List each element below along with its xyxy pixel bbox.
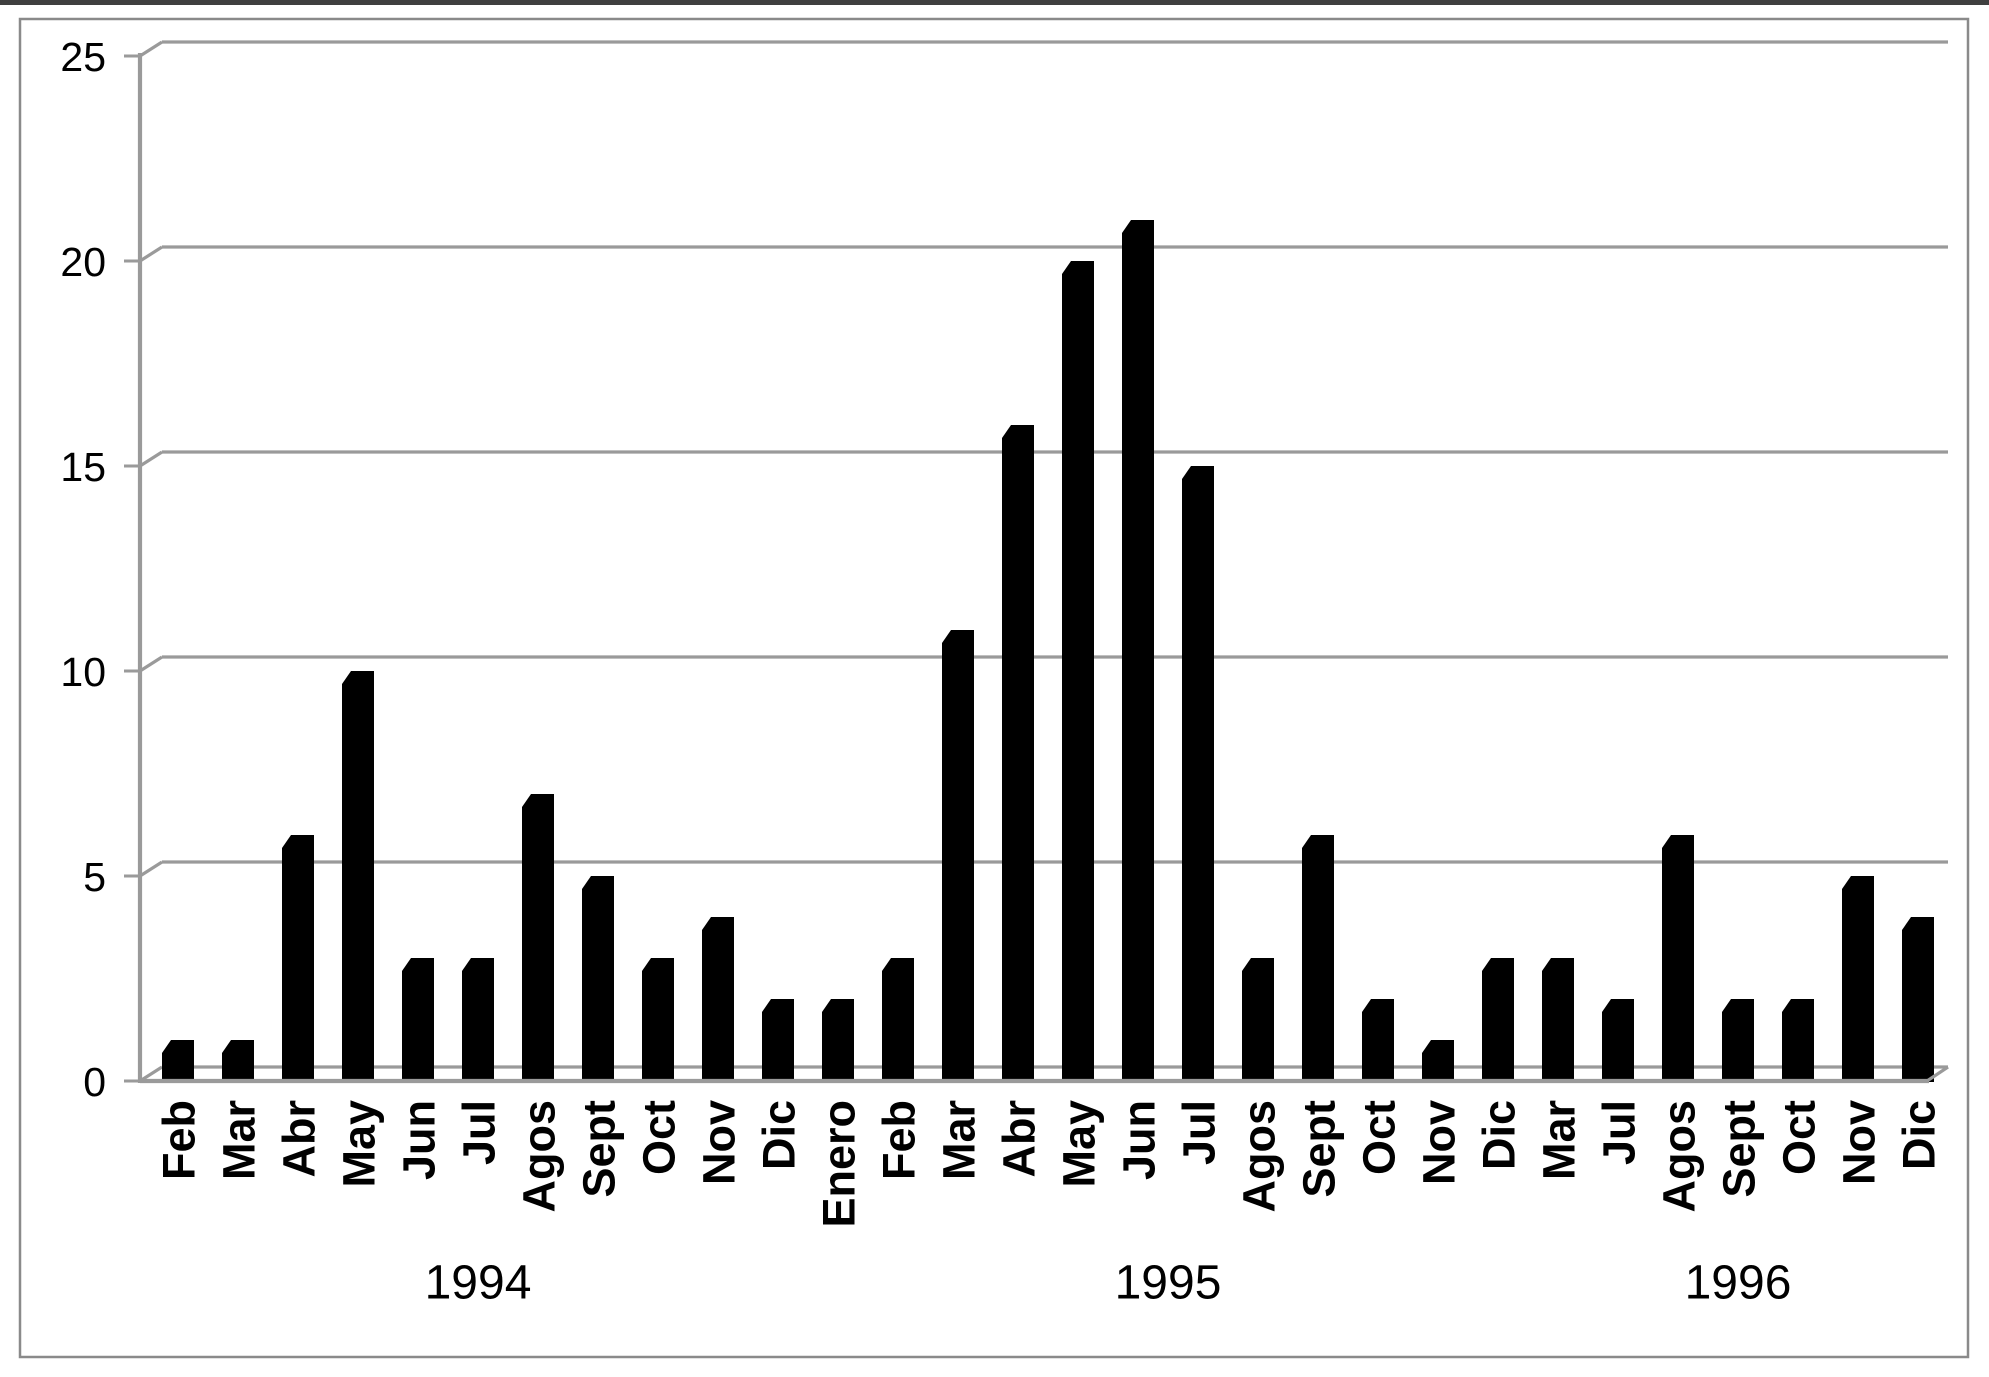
- month-label: Jul: [1594, 1100, 1645, 1165]
- month-label: Dic: [754, 1100, 805, 1170]
- column-bar: [1842, 876, 1874, 1082]
- month-label: Feb: [154, 1100, 205, 1180]
- column-bar: [702, 917, 734, 1082]
- month-label: Mar: [934, 1100, 985, 1180]
- column-bar: [1302, 835, 1334, 1082]
- y-tick-label: 10: [60, 649, 106, 695]
- month-label: Feb: [874, 1100, 925, 1180]
- y-tick-label: 15: [60, 444, 106, 490]
- column-bar: [1002, 425, 1034, 1082]
- month-label: Agos: [514, 1100, 565, 1213]
- column-bar: [1482, 958, 1514, 1082]
- column-bar: [1542, 958, 1574, 1082]
- y-tick-label: 0: [83, 1059, 106, 1105]
- month-label: Agos: [1654, 1100, 1705, 1213]
- column-bar: [1242, 958, 1274, 1082]
- month-label: Jun: [1114, 1100, 1165, 1180]
- column-bar: [342, 671, 374, 1082]
- year-label: 1994: [425, 1257, 532, 1310]
- column-bar: [882, 958, 914, 1082]
- month-label: Dic: [1894, 1100, 1945, 1170]
- column-bar: [522, 794, 554, 1082]
- y-tick-label: 20: [60, 239, 106, 285]
- month-label: Mar: [1534, 1100, 1585, 1180]
- y-gridline-jog: [139, 450, 163, 468]
- column-bar: [582, 876, 614, 1082]
- month-label: Jul: [454, 1100, 505, 1165]
- column-bar: [1122, 220, 1154, 1082]
- year-label: 1996: [1685, 1257, 1792, 1310]
- month-label: Enero: [814, 1100, 865, 1228]
- month-label: Oct: [634, 1100, 685, 1175]
- month-label: Nov: [1414, 1100, 1465, 1185]
- axes-layer: [137, 53, 1949, 1084]
- column-bar: [822, 999, 854, 1082]
- column-bar: [222, 1040, 254, 1082]
- month-label: Nov: [1834, 1100, 1885, 1185]
- y-gridline-jog: [139, 655, 163, 673]
- column-bar: [1062, 261, 1094, 1082]
- month-label: Abr: [274, 1100, 325, 1178]
- y-gridline-jog: [139, 40, 163, 58]
- column-bar: [1902, 917, 1934, 1082]
- column-bar: [162, 1040, 194, 1082]
- column-bar: [942, 630, 974, 1082]
- column-bar: [762, 999, 794, 1082]
- month-label: Dic: [1474, 1100, 1525, 1170]
- column-bar: [282, 835, 314, 1082]
- y-tick-label: 25: [60, 34, 106, 80]
- screenshot-top-edge: [0, 0, 1989, 5]
- column-bar: [642, 958, 674, 1082]
- bars-layer: [162, 220, 1934, 1082]
- column-bar: [1182, 466, 1214, 1082]
- month-label: Oct: [1354, 1100, 1405, 1175]
- y-tick-label: 5: [83, 854, 106, 900]
- month-label: Nov: [694, 1100, 745, 1185]
- column-bar: [1362, 999, 1394, 1082]
- column-bar: [1662, 835, 1694, 1082]
- month-label: Oct: [1774, 1100, 1825, 1175]
- gridlines-layer: [124, 40, 1948, 1083]
- column-bar: [462, 958, 494, 1082]
- month-label: Agos: [1234, 1100, 1285, 1213]
- column-bar: [1602, 999, 1634, 1082]
- floor-right-edge: [1926, 1065, 1949, 1083]
- column-bar: [402, 958, 434, 1082]
- column-bar: [1422, 1040, 1454, 1082]
- month-label: Mar: [214, 1100, 265, 1180]
- month-label: Sept: [1294, 1100, 1345, 1198]
- month-label: Jun: [394, 1100, 445, 1180]
- year-label: 1995: [1115, 1257, 1222, 1310]
- y-gridline-jog: [139, 1065, 163, 1083]
- column-bar: [1722, 999, 1754, 1082]
- column-bar: [1782, 999, 1814, 1082]
- y-gridline-jog: [139, 245, 163, 263]
- month-label: May: [1054, 1100, 1105, 1188]
- month-label: Abr: [994, 1100, 1045, 1178]
- month-label: Sept: [1714, 1100, 1765, 1198]
- month-label: May: [334, 1100, 385, 1188]
- month-label: Jul: [1174, 1100, 1225, 1165]
- month-label: Sept: [574, 1100, 625, 1198]
- y-gridline-jog: [139, 860, 163, 878]
